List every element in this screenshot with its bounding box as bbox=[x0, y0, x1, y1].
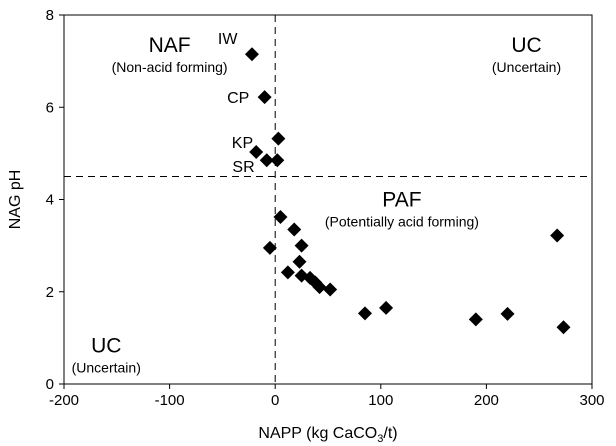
data-point bbox=[550, 228, 564, 242]
data-point bbox=[245, 47, 259, 61]
region-subtitle: (Uncertain) bbox=[72, 360, 141, 376]
region-title: UC bbox=[91, 335, 121, 358]
region-subtitle: (Potentially acid forming) bbox=[325, 213, 479, 229]
data-point bbox=[292, 255, 306, 269]
data-point bbox=[287, 222, 301, 236]
region-title: PAF bbox=[382, 188, 421, 211]
data-point bbox=[270, 153, 284, 167]
data-point bbox=[379, 301, 393, 315]
x-tick-label: -100 bbox=[155, 392, 185, 409]
data-point bbox=[281, 265, 295, 279]
region-labels: NAF (Non-acid forming) UC (Uncertain) PAF (Po… bbox=[72, 34, 562, 376]
point-label: IW bbox=[218, 31, 238, 48]
region-title: NAF bbox=[149, 34, 191, 57]
x-tick-label: 200 bbox=[474, 392, 499, 409]
x-tick-label: 0 bbox=[271, 392, 279, 409]
region-subtitle: (Non-acid forming) bbox=[112, 59, 228, 75]
x-tick-label: 100 bbox=[368, 392, 393, 409]
y-axis-title: NAG pH bbox=[7, 170, 24, 230]
data-point bbox=[323, 282, 337, 296]
x-tick-label: 300 bbox=[579, 392, 604, 409]
x-axis-title-end: /t) bbox=[383, 425, 397, 442]
data-point bbox=[258, 90, 272, 104]
point-label: SR bbox=[232, 159, 254, 176]
y-tick-label: 2 bbox=[46, 284, 54, 301]
x-axis-title-main: NAPP (kg CaCO bbox=[258, 425, 377, 442]
y-tick-label: 4 bbox=[46, 192, 54, 209]
y-tick-label: 6 bbox=[46, 99, 54, 116]
x-axis-title: NAPP (kg CaCO3/t) bbox=[258, 425, 397, 445]
data-point bbox=[271, 132, 285, 146]
data-point bbox=[501, 307, 515, 321]
y-tick-label: 8 bbox=[46, 7, 54, 24]
data-point bbox=[358, 306, 372, 320]
point-label: CP bbox=[227, 90, 249, 107]
x-tick-label: -200 bbox=[49, 392, 79, 409]
point-label: KP bbox=[232, 135, 253, 152]
data-point bbox=[295, 239, 309, 253]
data-point bbox=[469, 312, 483, 326]
region-subtitle: (Uncertain) bbox=[492, 59, 561, 75]
region-title: UC bbox=[511, 34, 541, 57]
data-point bbox=[556, 320, 570, 334]
y-tick-label: 0 bbox=[46, 376, 54, 393]
